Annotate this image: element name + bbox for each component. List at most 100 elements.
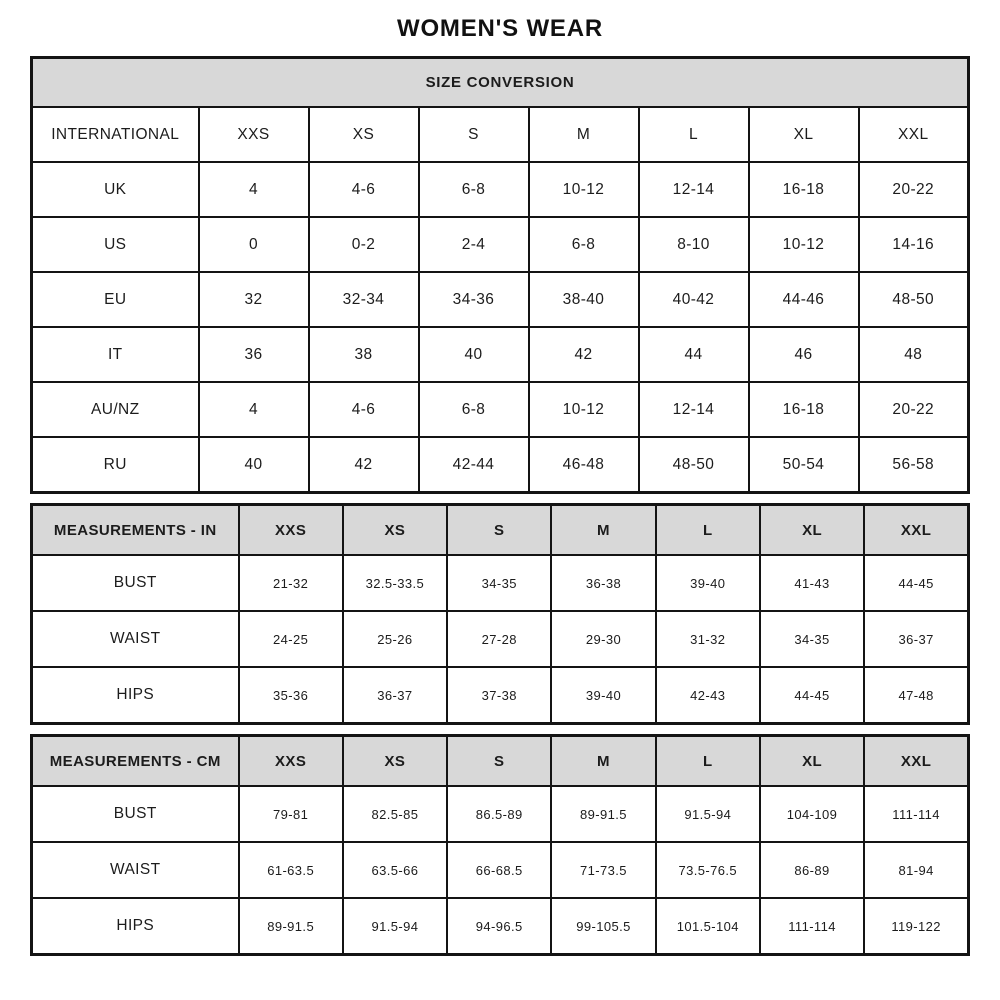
value-cell: 16-18 [747, 381, 860, 438]
value-cell: XL [747, 106, 860, 163]
size-conversion-table: SIZE CONVERSION INTERNATIONAL XXS XS S M L XL XX… [30, 56, 970, 494]
value-cell: 91.5-94 [654, 785, 761, 843]
value-cell: XXS [197, 106, 310, 163]
value-cell: 34-35 [446, 554, 553, 612]
measurements-in-column-header: XXS [237, 503, 344, 556]
value-cell: 89-91.5 [550, 785, 657, 843]
value-cell: 86.5-89 [446, 785, 553, 843]
value-cell: 20-22 [857, 161, 970, 218]
value-cell: 4 [197, 161, 310, 218]
value-cell: 4-6 [307, 161, 420, 218]
value-cell: 32-34 [307, 271, 420, 328]
value-cell: 71-73.5 [550, 841, 657, 899]
table-row: BUST 79-81 82.5-85 86.5-89 89-91.5 91.5-94 104… [30, 785, 970, 843]
row-label: BUST [30, 785, 240, 843]
value-cell: 50-54 [747, 436, 860, 494]
row-label: WAIST [30, 841, 240, 899]
value-cell: 44-45 [863, 554, 970, 612]
row-label: INTERNATIONAL [30, 106, 200, 163]
value-cell: 42-44 [417, 436, 530, 494]
value-cell: 37-38 [446, 666, 553, 725]
measurements-in-column-header: M [550, 503, 657, 556]
table-row: WAIST 24-25 25-26 27-28 29-30 31-32 34-35 36-37 [30, 610, 970, 668]
value-cell: 6-8 [417, 381, 530, 438]
value-cell: 56-58 [857, 436, 970, 494]
value-cell: 42 [307, 436, 420, 494]
row-label: WAIST [30, 610, 240, 668]
value-cell: 21-32 [237, 554, 344, 612]
value-cell: 119-122 [863, 897, 970, 956]
table-row: BUST 21-32 32.5-33.5 34-35 36-38 39-40 41-43 44… [30, 554, 970, 612]
measurements-in-column-header: S [446, 503, 553, 556]
row-label: BUST [30, 554, 240, 612]
table-row: AU/NZ 4 4-6 6-8 10-12 12-14 16-18 20-22 [30, 381, 970, 438]
value-cell: 10-12 [527, 381, 640, 438]
value-cell: 34-36 [417, 271, 530, 328]
measurements-cm-column-header: XXL [863, 734, 970, 787]
measurements-cm-column-header: XS [341, 734, 449, 787]
value-cell: 91.5-94 [341, 897, 449, 956]
value-cell: 38 [307, 326, 420, 383]
value-cell: 41-43 [758, 554, 866, 612]
value-cell: 10-12 [527, 161, 640, 218]
value-cell: 81-94 [863, 841, 970, 899]
value-cell: 12-14 [637, 381, 750, 438]
value-cell: 16-18 [747, 161, 860, 218]
table-row: UK 4 4-6 6-8 10-12 12-14 16-18 20-22 [30, 161, 970, 218]
value-cell: 6-8 [527, 216, 640, 273]
value-cell: 82.5-85 [341, 785, 449, 843]
value-cell: M [527, 106, 640, 163]
value-cell: S [417, 106, 530, 163]
value-cell: 32 [197, 271, 310, 328]
measurements-in-table: MEASUREMENTS - IN XXS XS S M L XL XXL BUST 21-32 3… [30, 503, 970, 725]
measurements-cm-table-container: MEASUREMENTS - CM XXS XS S M L XL XXL BUST 79-81 8… [30, 734, 970, 956]
row-label: RU [30, 436, 200, 494]
value-cell: 39-40 [654, 554, 761, 612]
table-row: IT 36 38 40 42 44 46 48 [30, 326, 970, 383]
value-cell: 24-25 [237, 610, 344, 668]
value-cell: 0 [197, 216, 310, 273]
value-cell: 6-8 [417, 161, 530, 218]
value-cell: 34-35 [758, 610, 866, 668]
value-cell: 111-114 [758, 897, 866, 956]
size-conversion-table-container: SIZE CONVERSION INTERNATIONAL XXS XS S M L XL XX… [30, 56, 970, 494]
value-cell: 36-37 [341, 666, 449, 725]
value-cell: 4-6 [307, 381, 420, 438]
value-cell: 29-30 [550, 610, 657, 668]
measurements-in-column-header: XXL [863, 503, 970, 556]
table-row: US 0 0-2 2-4 6-8 8-10 10-12 14-16 [30, 216, 970, 273]
row-label: UK [30, 161, 200, 218]
measurements-cm-column-header: S [446, 734, 553, 787]
value-cell: 48-50 [857, 271, 970, 328]
table-row: RU 40 42 42-44 46-48 48-50 50-54 56-58 [30, 436, 970, 494]
measurements-in-header-label: MEASUREMENTS - IN [30, 503, 240, 556]
value-cell: 73.5-76.5 [654, 841, 761, 899]
value-cell: XS [307, 106, 420, 163]
value-cell: 2-4 [417, 216, 530, 273]
measurements-cm-column-header: L [654, 734, 761, 787]
value-cell: 89-91.5 [237, 897, 344, 956]
value-cell: 63.5-66 [341, 841, 449, 899]
value-cell: 36-37 [863, 610, 970, 668]
value-cell: 111-114 [863, 785, 970, 843]
value-cell: 36 [197, 326, 310, 383]
value-cell: 8-10 [637, 216, 750, 273]
value-cell: 31-32 [654, 610, 761, 668]
value-cell: 10-12 [747, 216, 860, 273]
measurements-in-column-header: XS [341, 503, 449, 556]
table-row: WAIST 61-63.5 63.5-66 66-68.5 71-73.5 73.5-76… [30, 841, 970, 899]
row-label: EU [30, 271, 200, 328]
table-row: HIPS 35-36 36-37 37-38 39-40 42-43 44-45 47-48 [30, 666, 970, 725]
table-row: HIPS 89-91.5 91.5-94 94-96.5 99-105.5 101.5-1… [30, 897, 970, 956]
value-cell: 40-42 [637, 271, 750, 328]
row-label: US [30, 216, 200, 273]
value-cell: 0-2 [307, 216, 420, 273]
value-cell: 27-28 [446, 610, 553, 668]
value-cell: 36-38 [550, 554, 657, 612]
row-label: AU/NZ [30, 381, 200, 438]
value-cell: 44 [637, 326, 750, 383]
value-cell: 20-22 [857, 381, 970, 438]
value-cell: 104-109 [758, 785, 866, 843]
value-cell: 4 [197, 381, 310, 438]
